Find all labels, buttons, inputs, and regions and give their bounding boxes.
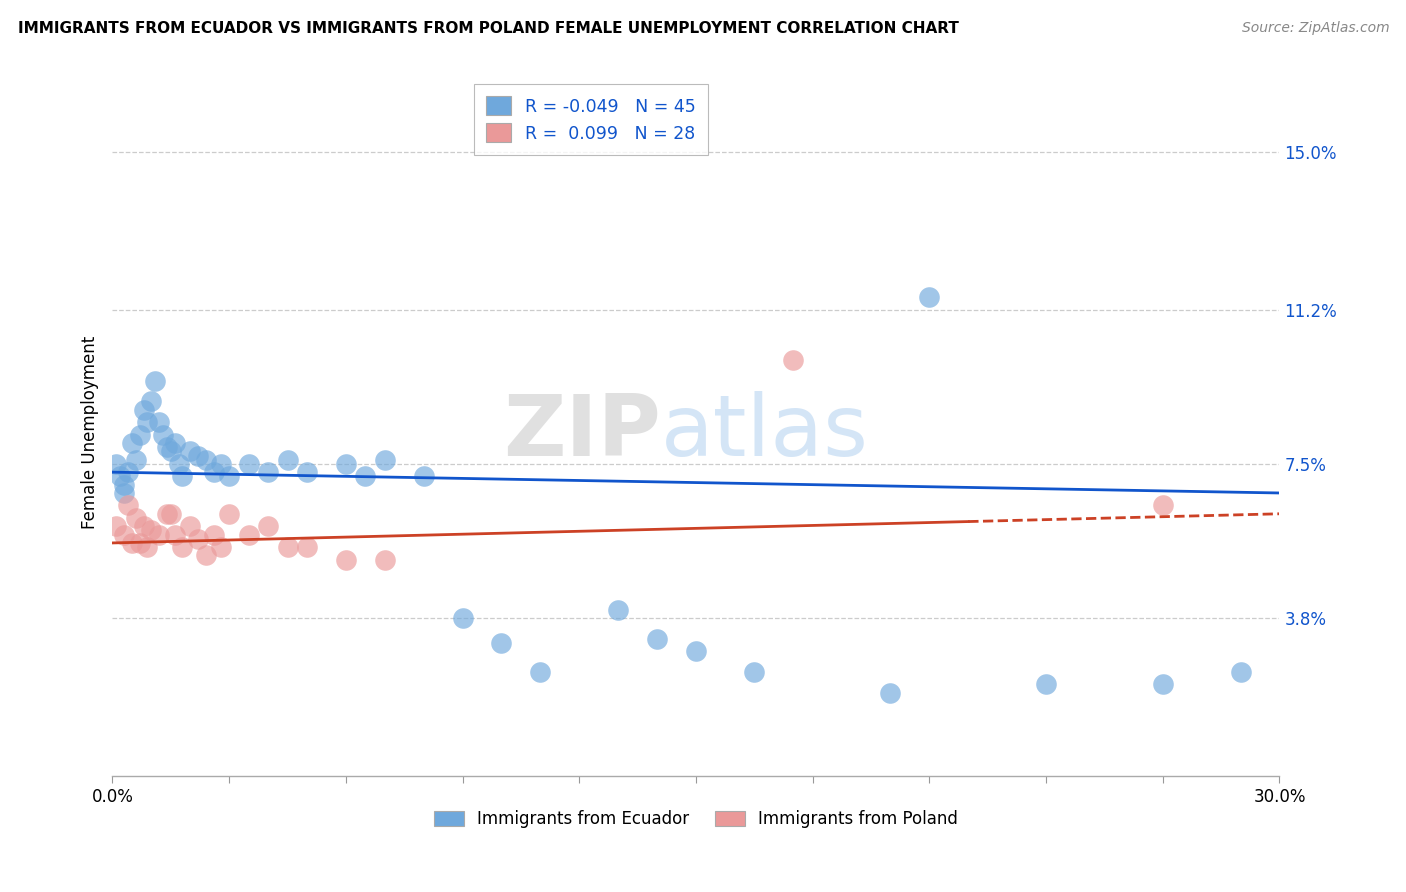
Point bbox=[141, 394, 163, 409]
Point bbox=[209, 457, 232, 471]
Point bbox=[257, 519, 280, 533]
Point bbox=[117, 465, 139, 479]
Point bbox=[782, 352, 804, 367]
Point bbox=[105, 519, 128, 533]
Point bbox=[1152, 499, 1174, 513]
Point bbox=[685, 644, 707, 658]
Point bbox=[209, 540, 232, 554]
Point bbox=[218, 469, 240, 483]
Point bbox=[194, 452, 217, 467]
Point bbox=[187, 449, 209, 463]
Point bbox=[744, 665, 766, 679]
Point bbox=[143, 374, 166, 388]
Point bbox=[529, 665, 551, 679]
Point bbox=[121, 536, 143, 550]
Point bbox=[1229, 665, 1251, 679]
Y-axis label: Female Unemployment: Female Unemployment bbox=[80, 336, 98, 529]
Point bbox=[354, 469, 377, 483]
Point bbox=[105, 457, 128, 471]
Text: IMMIGRANTS FROM ECUADOR VS IMMIGRANTS FROM POLAND FEMALE UNEMPLOYMENT CORRELATIO: IMMIGRANTS FROM ECUADOR VS IMMIGRANTS FR… bbox=[18, 21, 959, 36]
Point bbox=[374, 452, 396, 467]
Point bbox=[179, 444, 201, 458]
Text: atlas: atlas bbox=[661, 391, 869, 475]
Point bbox=[172, 540, 194, 554]
Point bbox=[295, 465, 318, 479]
Point bbox=[451, 611, 474, 625]
Point bbox=[163, 436, 186, 450]
Point bbox=[412, 469, 434, 483]
Point bbox=[276, 540, 298, 554]
Point bbox=[156, 440, 179, 454]
Point bbox=[645, 632, 668, 646]
Point bbox=[374, 552, 396, 566]
Point bbox=[202, 527, 225, 541]
Point bbox=[156, 507, 179, 521]
Point bbox=[918, 290, 941, 304]
Point bbox=[148, 527, 170, 541]
Point bbox=[335, 552, 357, 566]
Point bbox=[163, 527, 186, 541]
Point bbox=[112, 527, 135, 541]
Point bbox=[125, 452, 148, 467]
Point bbox=[121, 436, 143, 450]
Point bbox=[276, 452, 298, 467]
Point bbox=[257, 465, 280, 479]
Point bbox=[141, 524, 163, 538]
Point bbox=[238, 527, 260, 541]
Point bbox=[128, 427, 150, 442]
Point bbox=[148, 415, 170, 429]
Point bbox=[160, 507, 183, 521]
Point bbox=[1152, 677, 1174, 691]
Point bbox=[187, 532, 209, 546]
Point bbox=[295, 540, 318, 554]
Point bbox=[152, 427, 174, 442]
Point bbox=[110, 469, 132, 483]
Point bbox=[202, 465, 225, 479]
Text: ZIP: ZIP bbox=[503, 391, 661, 475]
Point bbox=[194, 549, 217, 563]
Point bbox=[136, 540, 159, 554]
Point bbox=[238, 457, 260, 471]
Point bbox=[132, 402, 155, 417]
Point bbox=[179, 519, 201, 533]
Point bbox=[218, 507, 240, 521]
Point bbox=[879, 686, 901, 700]
Legend: Immigrants from Ecuador, Immigrants from Poland: Immigrants from Ecuador, Immigrants from… bbox=[426, 802, 966, 837]
Point bbox=[132, 519, 155, 533]
Point bbox=[172, 469, 194, 483]
Point bbox=[117, 499, 139, 513]
Point bbox=[125, 511, 148, 525]
Point bbox=[607, 602, 630, 616]
Point bbox=[112, 486, 135, 500]
Point bbox=[335, 457, 357, 471]
Point bbox=[160, 444, 183, 458]
Point bbox=[1035, 677, 1057, 691]
Point bbox=[112, 477, 135, 491]
Point bbox=[136, 415, 159, 429]
Point bbox=[491, 636, 513, 650]
Text: Source: ZipAtlas.com: Source: ZipAtlas.com bbox=[1241, 21, 1389, 35]
Point bbox=[167, 457, 190, 471]
Point bbox=[128, 536, 150, 550]
